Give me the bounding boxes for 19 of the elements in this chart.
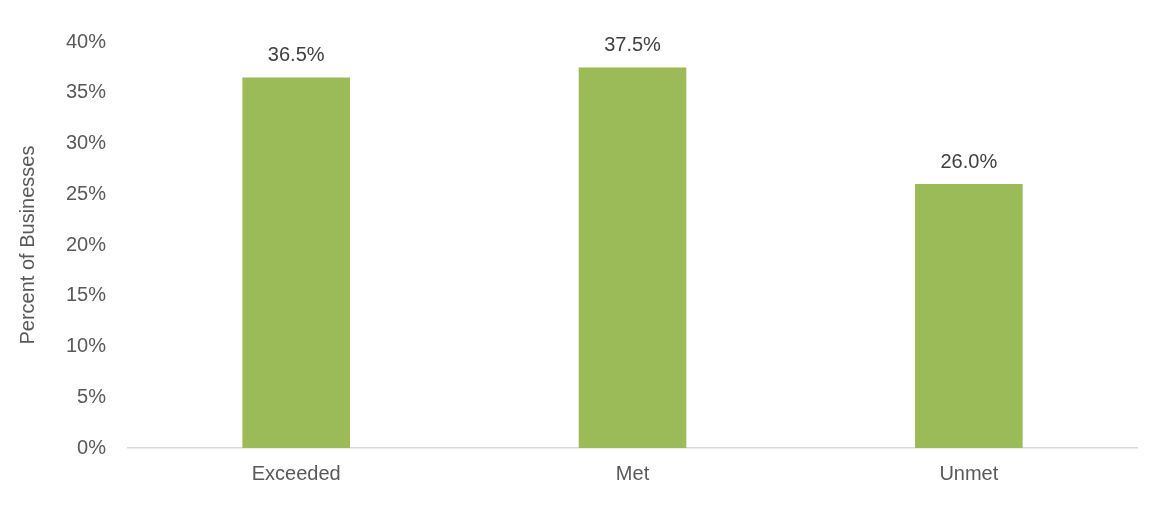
data-label: 37.5% (604, 32, 662, 55)
x-tick-label: Met (615, 461, 650, 484)
y-tick-label: 20% (66, 232, 107, 255)
y-tick-label: 0% (77, 435, 107, 458)
y-tick-label: 35% (66, 80, 107, 103)
x-tick-label: Exceeded (251, 461, 341, 484)
bar (915, 184, 1023, 448)
data-label: 36.5% (267, 43, 325, 66)
y-tick-label: 15% (66, 283, 107, 306)
y-axis-title: Percent of Businesses (15, 145, 38, 345)
y-tick-label: 40% (66, 29, 107, 52)
y-tick-label: 10% (66, 334, 107, 357)
x-tick-label: Unmet (939, 461, 999, 484)
data-label: 26.0% (940, 149, 998, 172)
y-tick-label: 30% (66, 131, 107, 154)
y-tick-label: 5% (77, 384, 107, 407)
bar (242, 77, 350, 448)
bar (578, 67, 687, 448)
y-tick-label: 25% (66, 181, 107, 204)
